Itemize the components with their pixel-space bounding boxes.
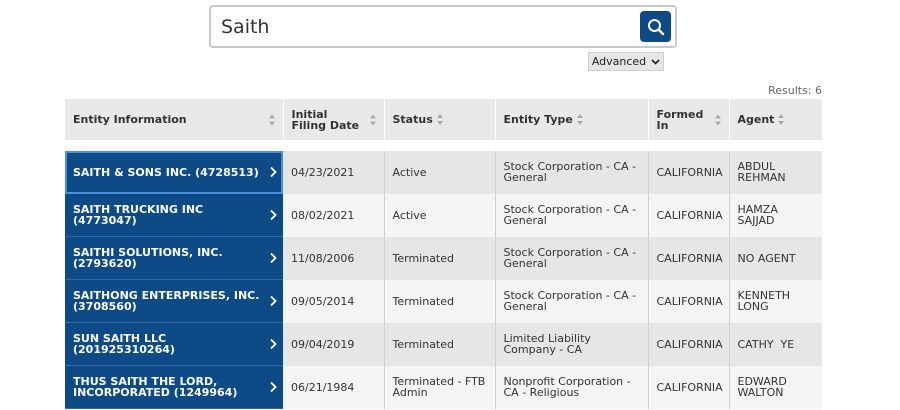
formed-in: CALIFORNIA xyxy=(648,322,730,366)
table-spacer xyxy=(65,140,822,151)
entity-link[interactable]: SAITH & SONS INC. (4728513) xyxy=(65,151,283,194)
status: Active xyxy=(384,193,496,237)
chevron-right-icon xyxy=(270,381,277,393)
table-row: THUS SAITH THE LORD, INCORPORATED (12499… xyxy=(65,365,822,409)
entity-link[interactable]: SAITHONG ENTERPRISES, INC. (3708560) xyxy=(65,279,283,323)
column-header-formed-in[interactable]: Formed In xyxy=(648,99,730,140)
status: Terminated - FTB Admin xyxy=(384,365,496,409)
column-header-entity-information[interactable]: Entity Information xyxy=(65,99,284,140)
agent: HAMZA SAJJAD xyxy=(729,193,822,237)
filing-date: 09/05/2014 xyxy=(283,279,385,323)
status: Terminated xyxy=(384,322,496,366)
column-header-agent[interactable]: Agent xyxy=(729,99,822,140)
formed-in: CALIFORNIA xyxy=(648,236,730,280)
column-header-entity-type[interactable]: Entity Type xyxy=(495,99,649,140)
chevron-right-icon xyxy=(270,338,277,350)
filing-date: 09/04/2019 xyxy=(283,322,385,366)
table-row: SUN SAITH LLC (201925310264) 09/04/2019 … xyxy=(65,322,822,366)
entity-type: Stock Corporation - CA - General xyxy=(495,279,649,323)
filing-date: 04/23/2021 xyxy=(283,151,385,194)
filing-date: 11/08/2006 xyxy=(283,236,385,280)
results-count: Results: 6 xyxy=(768,84,822,97)
column-header-status[interactable]: Status xyxy=(384,99,496,140)
status: Active xyxy=(384,151,496,194)
entity-type: Stock Corporation - CA - General xyxy=(495,193,649,237)
sort-icon xyxy=(369,114,376,125)
sort-icon xyxy=(714,114,721,125)
table-row: SAITH TRUCKING INC (4773047) 08/02/2021 … xyxy=(65,193,822,237)
sort-icon xyxy=(268,114,275,125)
chevron-right-icon xyxy=(270,209,277,221)
search-box: Saith xyxy=(209,5,677,48)
formed-in: CALIFORNIA xyxy=(648,193,730,237)
entity-link[interactable]: SAITH TRUCKING INC (4773047) xyxy=(65,193,283,237)
advanced-search-button[interactable]: Advanced xyxy=(588,52,664,71)
filing-date: 08/02/2021 xyxy=(283,193,385,237)
formed-in: CALIFORNIA xyxy=(648,279,730,323)
entity-link[interactable]: SAITHI SOLUTIONS, INC. (2793620) xyxy=(65,236,283,280)
entity-link[interactable]: THUS SAITH THE LORD, INCORPORATED (12499… xyxy=(65,365,283,409)
results-table: Entity Information Initial Filing Date S… xyxy=(65,99,822,409)
status: Terminated xyxy=(384,279,496,323)
table-row: SAITH & SONS INC. (4728513) 04/23/2021 A… xyxy=(65,151,822,194)
table-row: SAITHI SOLUTIONS, INC. (2793620) 11/08/2… xyxy=(65,236,822,280)
agent: KENNETH LONG xyxy=(729,279,822,323)
chevron-right-icon xyxy=(270,295,277,307)
table-header-row: Entity Information Initial Filing Date S… xyxy=(65,99,822,140)
chevron-right-icon xyxy=(270,252,277,264)
advanced-label: Advanced xyxy=(591,55,647,68)
table-row: SAITHONG ENTERPRISES, INC. (3708560) 09/… xyxy=(65,279,822,323)
column-header-initial-filing-date[interactable]: Initial Filing Date xyxy=(283,99,385,140)
agent: EDWARD WALTON xyxy=(729,365,822,409)
search-input[interactable]: Saith xyxy=(221,16,270,38)
agent: NO AGENT xyxy=(729,236,822,280)
agent: ABDUL REHMAN xyxy=(729,151,822,194)
search-button[interactable] xyxy=(640,11,671,42)
entity-type: Stock Corporation - CA - General xyxy=(495,151,649,194)
search-icon xyxy=(647,18,664,35)
agent: CATHY YE xyxy=(729,322,822,366)
formed-in: CALIFORNIA xyxy=(648,365,730,409)
status: Terminated xyxy=(384,236,496,280)
sort-icon xyxy=(436,114,443,126)
sort-icon xyxy=(778,114,785,126)
entity-type: Nonprofit Corporation - CA - Religious xyxy=(495,365,649,409)
filing-date: 06/21/1984 xyxy=(283,365,385,409)
chevron-right-icon xyxy=(270,166,277,178)
entity-type: Stock Corporation - CA - General xyxy=(495,236,649,280)
chevron-down-icon xyxy=(651,58,660,65)
entity-link[interactable]: SUN SAITH LLC (201925310264) xyxy=(65,322,283,366)
entity-type: Limited Liability Company - CA xyxy=(495,322,649,366)
formed-in: CALIFORNIA xyxy=(648,151,730,194)
sort-icon xyxy=(576,114,583,126)
